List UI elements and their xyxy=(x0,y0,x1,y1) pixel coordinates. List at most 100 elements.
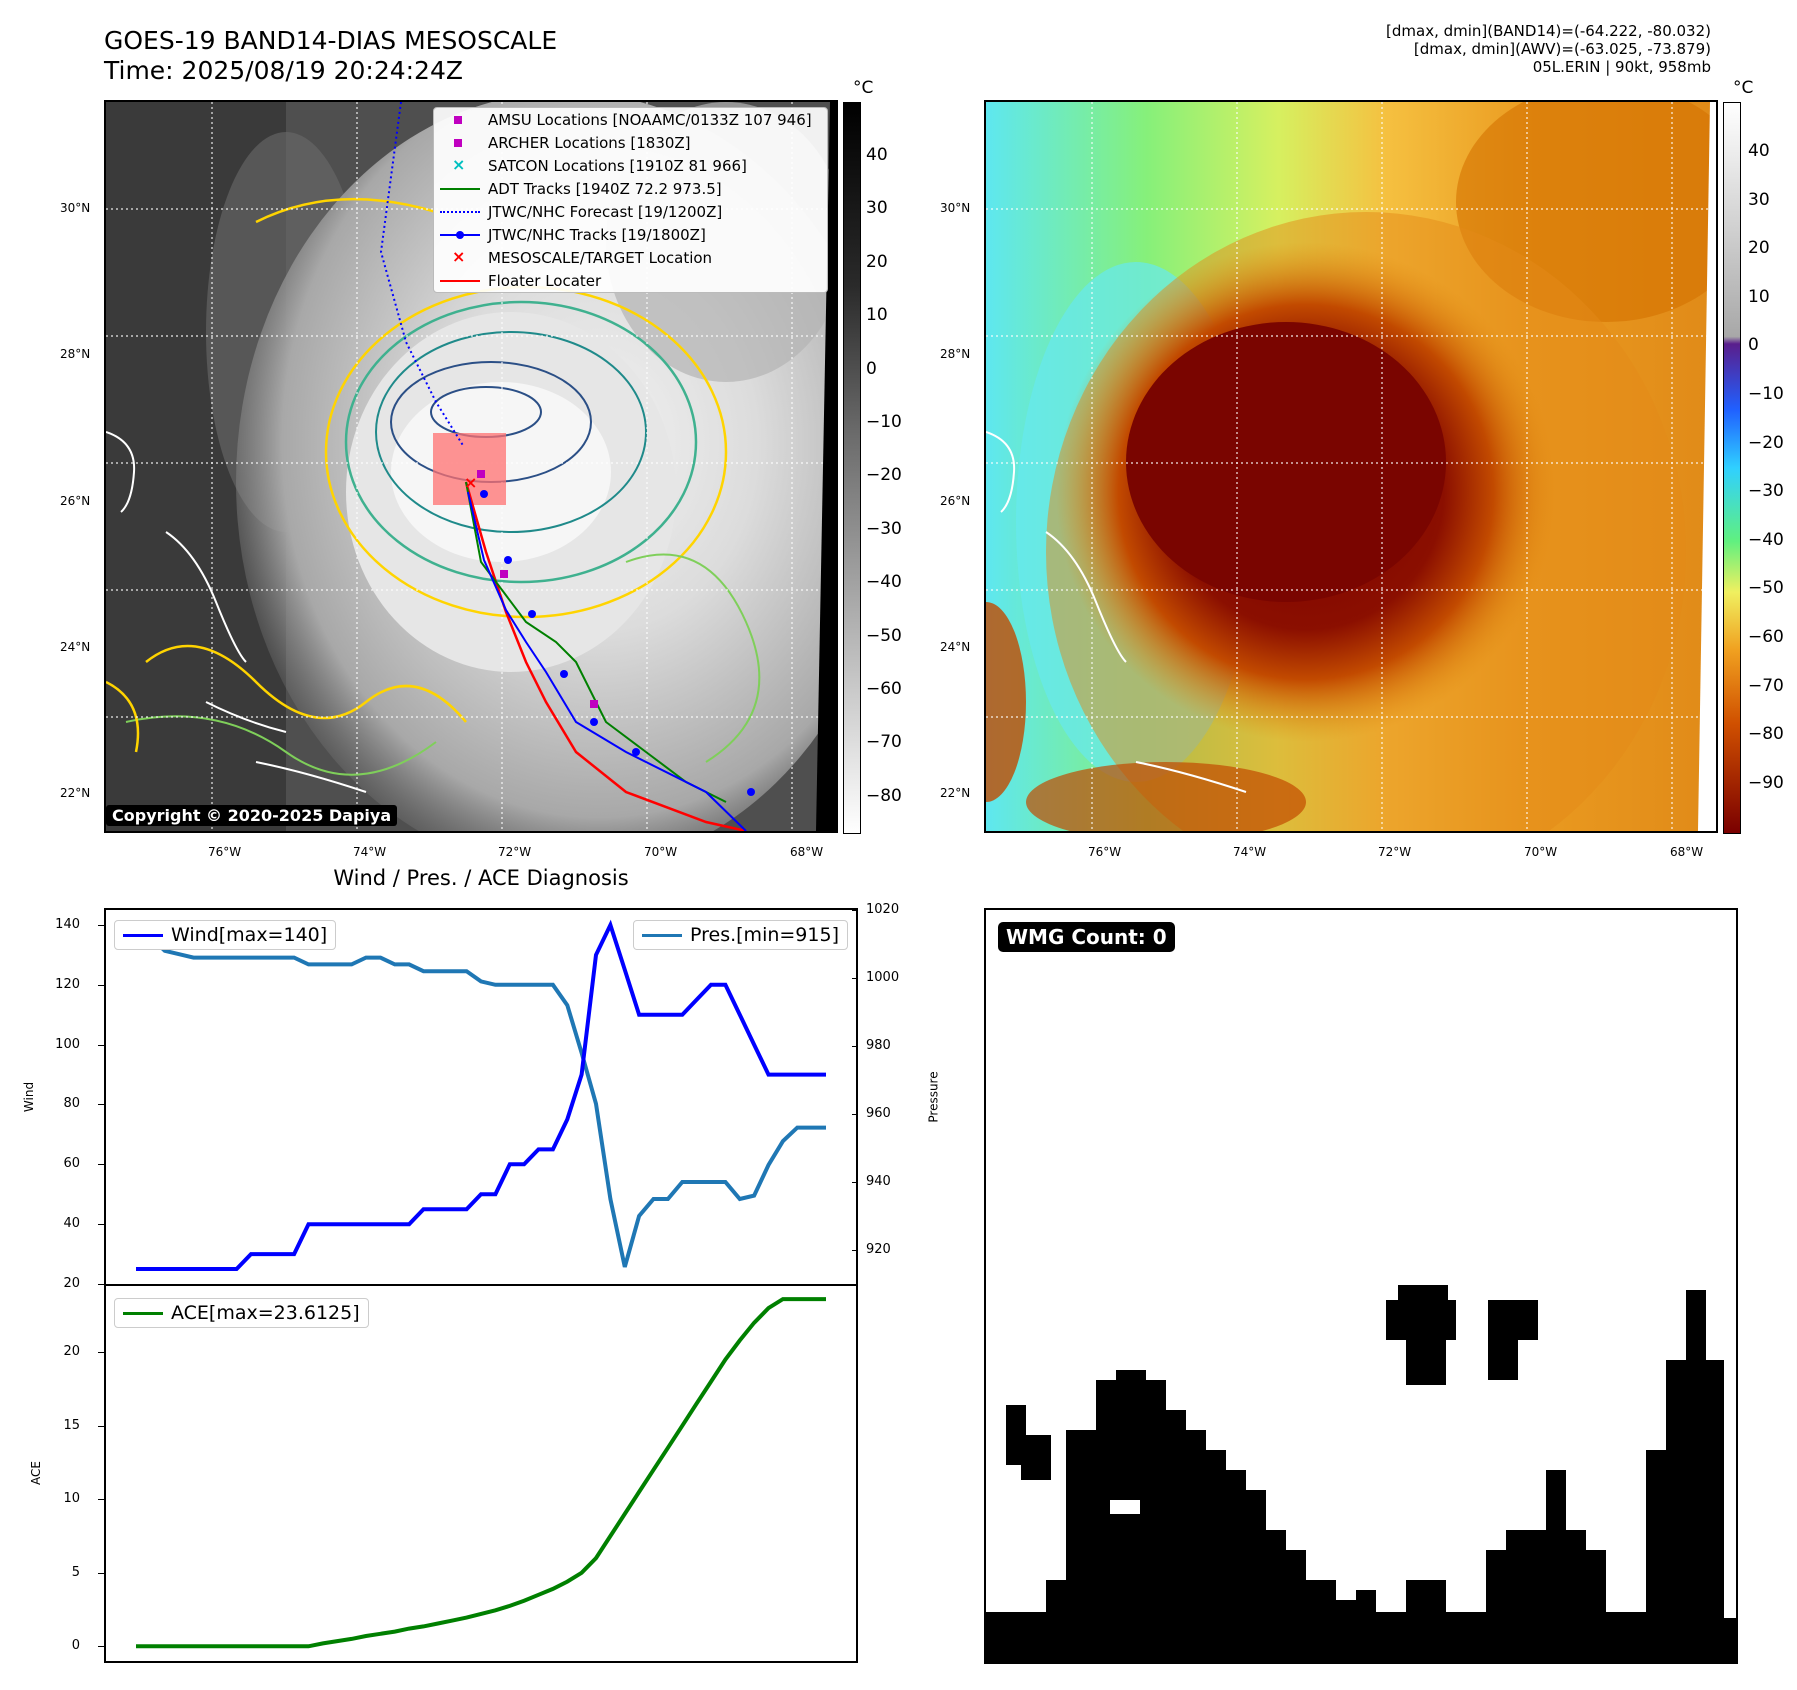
legend-symbol xyxy=(440,228,480,242)
colorbar-tick: 0 xyxy=(1748,335,1759,356)
pressure-axis-label: Pressure xyxy=(926,1071,941,1123)
legend-item: × SATCON Locations [1910Z 81 966] xyxy=(434,154,827,177)
y-tick-mark xyxy=(98,1352,104,1354)
color-map-svg xyxy=(986,102,1716,831)
y-tick-label: 20 xyxy=(63,1344,80,1360)
legend-label: Floater Locater xyxy=(488,271,602,290)
lat-label: 22°N xyxy=(940,786,971,800)
lat-label: 30°N xyxy=(60,201,91,215)
legend-symbol: × xyxy=(452,246,466,266)
right-colorbar-unit: °C xyxy=(1733,78,1754,98)
stats-awv: [dmax, dmin](AWV)=(-63.025, -73.879) xyxy=(1413,40,1711,58)
y-tick-label: 40 xyxy=(63,1216,80,1232)
ir-map-panel: × AMSU Locations [NOAAMC/0133Z 107 946] A… xyxy=(104,100,838,833)
legend-item: JTWC/NHC Tracks [19/1800Z] xyxy=(434,223,827,246)
legend-symbol xyxy=(440,182,480,196)
y-tick-mark xyxy=(98,1044,104,1046)
colorbar-tick: 10 xyxy=(1748,286,1770,307)
y-tick-mark xyxy=(852,910,858,911)
y-tick-mark xyxy=(98,984,104,986)
lat-label: 26°N xyxy=(940,494,971,508)
colorbar-tick: −10 xyxy=(866,412,902,432)
wind-legend-swatch xyxy=(123,933,163,937)
pressure-legend-swatch xyxy=(642,933,682,937)
lon-label: 74°W xyxy=(353,845,387,859)
y-tick-label: 80 xyxy=(63,1096,80,1112)
wind-line xyxy=(136,919,826,1271)
y-tick-mark xyxy=(852,978,858,979)
y-tick-mark xyxy=(98,1499,104,1501)
lat-label: 28°N xyxy=(60,347,91,361)
legend-item: Floater Locater xyxy=(434,269,827,292)
legend-label: ARCHER Locations [1830Z] xyxy=(488,133,691,152)
left-colorbar-unit: °C xyxy=(853,78,874,98)
lat-label: 24°N xyxy=(940,640,971,654)
y-tick-mark xyxy=(98,1572,104,1574)
legend-label: ADT Tracks [1940Z 72.2 973.5] xyxy=(488,179,722,198)
legend-item: JTWC/NHC Forecast [19/1200Z] xyxy=(434,200,827,223)
legend-item: ADT Tracks [1940Z 72.2 973.5] xyxy=(434,177,827,200)
wmg-count-label: WMG Count: 0 xyxy=(998,922,1175,952)
lat-label: 26°N xyxy=(60,494,91,508)
lat-label: 28°N xyxy=(940,347,971,361)
map-legend: AMSU Locations [NOAAMC/0133Z 107 946] ARC… xyxy=(433,107,828,293)
legend-label: SATCON Locations [1910Z 81 966] xyxy=(488,156,747,175)
lon-label: 74°W xyxy=(1233,845,1267,859)
wind-legend-label: Wind[max=140] xyxy=(171,924,328,946)
colorbar-tick: −90 xyxy=(1748,772,1784,793)
pressure-legend: Pres.[min=915] xyxy=(633,920,848,950)
right-colorbar xyxy=(1723,102,1741,834)
y-tick-mark xyxy=(98,1284,104,1285)
legend-label: AMSU Locations [NOAAMC/0133Z 107 946] xyxy=(488,110,812,129)
y-tick-mark xyxy=(852,1114,858,1115)
lat-label: 30°N xyxy=(940,201,971,215)
colorbar-tick: −30 xyxy=(866,518,902,539)
colorbar-tick: −80 xyxy=(866,785,902,806)
colorbar-tick: −40 xyxy=(866,572,902,593)
lon-label: 68°W xyxy=(1670,845,1704,859)
colorbar-tick: 10 xyxy=(866,305,888,326)
wind-legend: Wind[max=140] xyxy=(114,920,337,950)
y-tick-label: 980 xyxy=(866,1038,891,1053)
ace-plot xyxy=(136,1297,826,1649)
ace-chart: ACE[max=23.6125] xyxy=(104,1284,858,1663)
legend-item: AMSU Locations [NOAAMC/0133Z 107 946] xyxy=(434,108,827,131)
ace-axis-label: ACE xyxy=(28,1461,43,1485)
lat-label: 24°N xyxy=(60,640,91,654)
pressure-line xyxy=(136,935,826,1268)
lon-label: 76°W xyxy=(1088,845,1122,859)
colorbar-tick: −70 xyxy=(866,732,902,753)
lon-label: 72°W xyxy=(1378,845,1412,859)
y-tick-label: 140 xyxy=(55,916,80,932)
page-title: GOES-19 BAND14-DIAS MESOSCALE Time: 2025… xyxy=(104,26,557,86)
colorbar-tick: 40 xyxy=(866,145,888,165)
colorbar-tick: −60 xyxy=(866,679,902,699)
wmg-mask xyxy=(986,1285,1736,1662)
wind-pressure-plot xyxy=(136,919,826,1271)
ace-line xyxy=(136,1297,826,1649)
colorbar-tick: 30 xyxy=(1748,189,1770,210)
title-line-1: GOES-19 BAND14-DIAS MESOSCALE xyxy=(104,26,558,55)
pressure-legend-label: Pres.[min=915] xyxy=(690,924,839,946)
legend-symbol xyxy=(440,136,480,150)
diagnosis-title: Wind / Pres. / ACE Diagnosis xyxy=(333,866,629,890)
y-tick-label: 100 xyxy=(55,1036,80,1052)
y-tick-label: 5 xyxy=(71,1564,80,1580)
y-tick-mark xyxy=(98,1224,104,1226)
y-tick-label: 10 xyxy=(63,1491,80,1507)
legend-label: MESOSCALE/TARGET Location xyxy=(488,248,713,267)
y-tick-mark xyxy=(852,1250,858,1251)
y-tick-mark xyxy=(98,1104,104,1106)
legend-item: × MESOSCALE/TARGET Location xyxy=(434,246,827,269)
colorbar-tick: −10 xyxy=(1748,384,1784,404)
colorbar-tick: 40 xyxy=(1748,141,1770,161)
colorbar-tick: 0 xyxy=(866,358,877,379)
y-tick-label: 20 xyxy=(63,1276,80,1291)
y-tick-mark xyxy=(98,1425,104,1427)
colorbar-tick: −50 xyxy=(866,625,902,646)
legend-item: ARCHER Locations [1830Z] xyxy=(434,131,827,154)
colorbar-tick: 20 xyxy=(1748,238,1770,259)
ace-legend: ACE[max=23.6125] xyxy=(114,1298,369,1328)
y-tick-label: 60 xyxy=(63,1156,80,1172)
color-map-panel xyxy=(984,100,1718,833)
